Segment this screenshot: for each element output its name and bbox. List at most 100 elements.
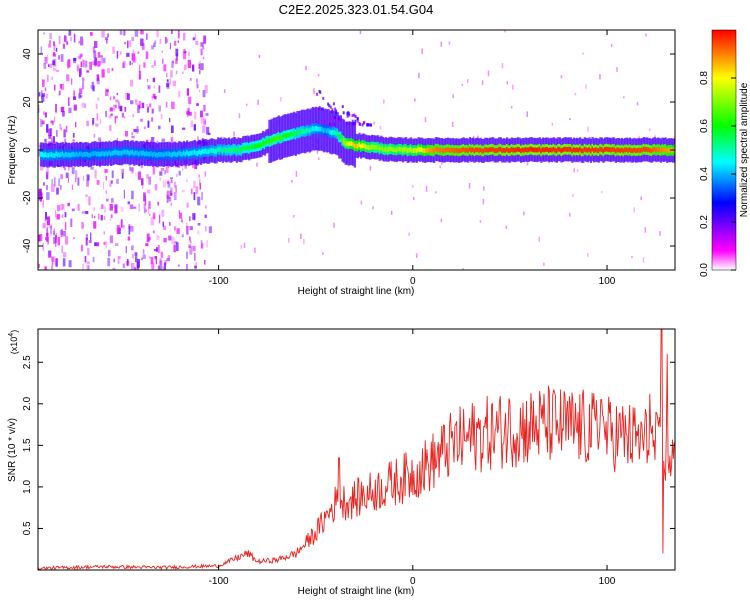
spectrogram-noise-cell xyxy=(60,185,62,190)
spectrogram-noise-cell xyxy=(134,267,136,270)
spectrogram-noise-cell xyxy=(123,189,125,199)
spectrogram-noise-cell xyxy=(640,196,642,200)
spectrogram-noise-cell xyxy=(140,38,144,46)
spectrogram-plume-cell xyxy=(318,105,321,109)
spectrogram-noise-cell xyxy=(152,93,156,99)
spectrogram-noise-cell xyxy=(93,221,97,229)
spectrogram-noise-cell xyxy=(359,30,362,35)
spectrogram-ridge-core xyxy=(99,152,102,157)
spectrogram-noise-cell xyxy=(104,169,108,173)
spectrogram-noise-cell xyxy=(108,115,112,119)
spectrogram-plume-cell xyxy=(359,122,361,126)
spectrogram-noise-cell xyxy=(170,70,173,78)
spectrogram-noise-cell xyxy=(146,79,149,82)
spectrogram-ridge-core xyxy=(537,147,540,153)
spectrogram-ridge-core xyxy=(128,151,131,156)
spectrogram-noise-cell xyxy=(181,190,185,193)
spectrogram-noise-cell xyxy=(186,113,189,117)
spectrogram-noise-cell xyxy=(118,227,121,234)
spectrogram-noise-cell xyxy=(203,118,207,126)
spectrogram-noise-cell xyxy=(99,55,103,58)
spectrogram-ridge-core xyxy=(440,147,443,153)
spectrogram-noise-cell xyxy=(85,194,88,197)
spectrogram-noise-cell xyxy=(118,256,121,260)
spectrogram-noise-cell xyxy=(189,240,192,244)
spectrogram-ridge-core xyxy=(220,146,223,152)
spectrogram-noise-cell xyxy=(175,70,178,75)
spectrogram-noise-cell xyxy=(132,206,137,209)
spectrogram-noise-cell xyxy=(177,264,180,267)
spectrogram-ridge-core xyxy=(328,129,332,135)
spectrogram-xtick-label: 0 xyxy=(410,276,416,287)
spectrogram-noise-cell xyxy=(56,47,58,52)
spectrogram-noise-cell xyxy=(200,240,203,249)
spectrogram-ridge-core xyxy=(126,149,130,155)
spectrogram-ridge-core xyxy=(589,148,593,154)
spectrogram-noise-cell xyxy=(654,135,656,138)
snr-marks xyxy=(38,329,675,570)
spectrogram-noise-cell xyxy=(569,212,571,217)
spectrogram-ridge-core xyxy=(417,146,420,152)
spectrogram-noise-cell xyxy=(145,51,149,59)
spectrogram-noise-cell xyxy=(440,41,443,47)
spectrogram-plume-cell xyxy=(331,122,334,126)
snr-ytick-label: 2.5 xyxy=(22,355,33,369)
spectrogram-ridge-core xyxy=(350,141,353,146)
spectrogram-ridge-core xyxy=(83,151,86,157)
spectrogram-noise-cell xyxy=(162,266,165,270)
spectrogram-ridge-core xyxy=(659,148,663,154)
spectrogram-noise-cell xyxy=(127,236,130,241)
colorbar-ticks: 0.0 0.2 0.4 0.6 0.8 xyxy=(699,71,736,277)
spectrogram-noise-cell xyxy=(139,64,141,73)
spectrogram-noise-cell xyxy=(62,43,66,49)
spectrogram-noise-cell xyxy=(636,102,639,106)
spectrogram-ridge-core xyxy=(341,137,344,143)
spectrogram-noise-cell xyxy=(151,108,154,114)
spectrogram-noise-cell xyxy=(43,62,47,69)
spectrogram-ridge-core xyxy=(291,131,294,137)
spectrogram-noise-cell xyxy=(439,165,441,169)
spectrogram-ridge-core xyxy=(638,147,641,153)
spectrogram-noise-cell xyxy=(166,258,170,262)
spectrogram-ridge-core xyxy=(605,146,608,152)
spectrogram-noise-cell xyxy=(77,65,79,72)
spectrogram-noise-cell xyxy=(204,260,206,265)
spectrogram-ridge-core xyxy=(398,146,401,152)
spectrogram-noise-cell xyxy=(58,178,60,187)
spectrogram-noise-cell xyxy=(75,170,78,180)
spectrogram-noise-cell xyxy=(86,174,90,181)
spectrogram-noise-cell xyxy=(176,228,180,235)
spectrogram-ridge-core xyxy=(207,149,210,155)
spectrogram-noise-cell xyxy=(73,90,75,99)
spectrogram-noise-cell xyxy=(82,39,84,46)
spectrogram-noise-cell xyxy=(68,97,70,106)
spectrogram-ridge-core xyxy=(600,147,603,152)
spectrogram-noise-cell xyxy=(38,234,41,242)
spectrogram-noise-cell xyxy=(92,60,96,65)
spectrogram-noise-cell xyxy=(66,41,69,45)
spectrogram-noise-cell xyxy=(105,190,107,194)
spectrogram-noise-cell xyxy=(318,157,320,160)
spectrogram-noise-cell xyxy=(105,88,109,97)
spectrogram-noise-cell xyxy=(46,185,48,191)
spectrogram-noise-cell xyxy=(369,166,372,171)
spectrogram-noise-cell xyxy=(440,218,443,222)
spectrogram-noise-cell xyxy=(58,55,60,60)
spectrogram-noise-cell xyxy=(418,72,420,79)
spectrogram-ridge-core xyxy=(321,126,324,132)
spectrogram-noise-cell xyxy=(160,251,164,258)
spectrogram-noise-cell xyxy=(166,180,169,184)
spectrogram-ridge-core xyxy=(330,130,333,136)
colorbar-gradient xyxy=(711,29,737,271)
spectrogram-noise-cell xyxy=(156,247,158,252)
spectrogram-plume-cell xyxy=(319,90,322,94)
spectrogram-noise-cell xyxy=(201,192,203,201)
spectrogram-noise-cell xyxy=(178,210,181,214)
spectrogram-noise-cell xyxy=(149,103,152,108)
spectrogram-noise-cell xyxy=(158,125,161,130)
spectrogram-noise-cell xyxy=(92,256,95,263)
spectrogram-ridge-core xyxy=(190,150,193,156)
spectrogram-noise-cell xyxy=(62,231,67,237)
spectrogram-ridge-core xyxy=(653,146,656,152)
spectrogram-ridge-core xyxy=(200,150,203,156)
